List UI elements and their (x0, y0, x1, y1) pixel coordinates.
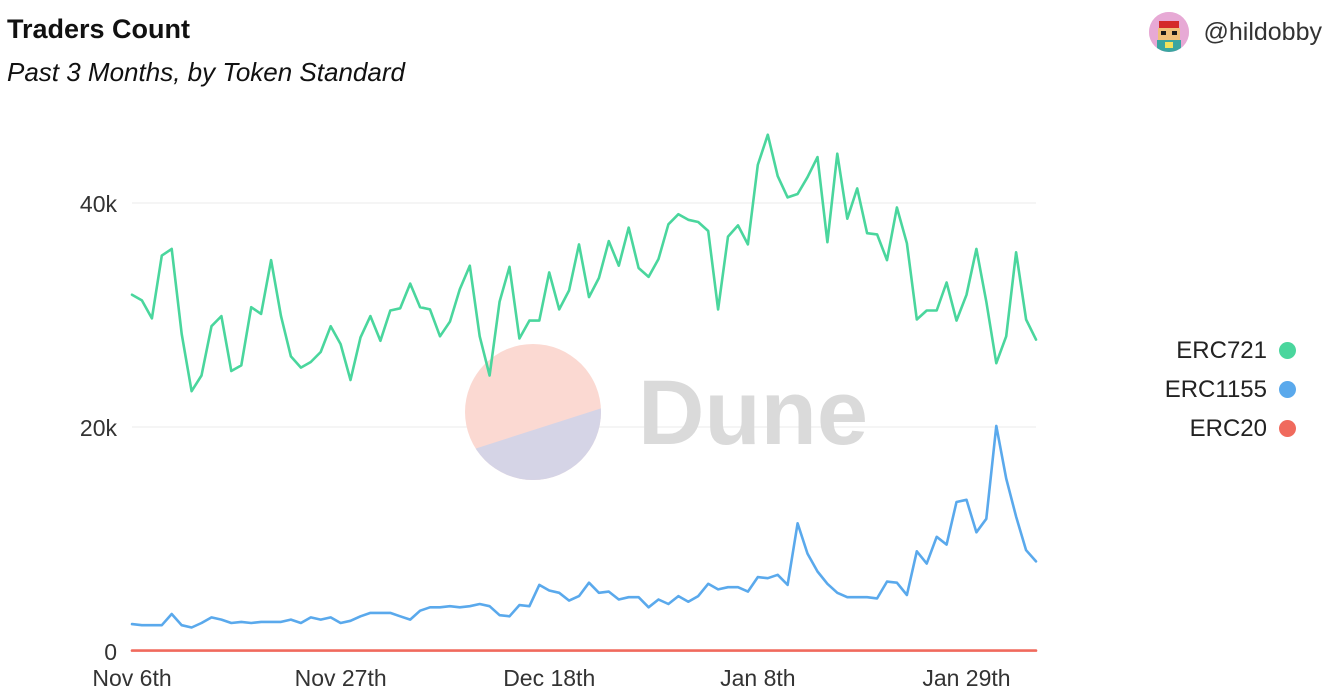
avatar-pixel-icon (1149, 12, 1190, 52)
dune-watermark: Dune (465, 344, 868, 480)
legend: ERC721 ERC1155 ERC20 (1165, 337, 1296, 442)
x-tick-label: Nov 27th (295, 665, 387, 690)
legend-dot-erc1155 (1279, 381, 1296, 398)
y-tick-label: 20k (80, 415, 118, 441)
series-lines (130, 133, 1038, 652)
chart-title: Traders Count (7, 14, 191, 44)
series-line-erc721 (130, 133, 1038, 393)
chart-subtitle: Past 3 Months, by Token Standard (7, 57, 405, 87)
legend-label: ERC20 (1189, 414, 1267, 442)
x-tick-label: Jan 29th (922, 665, 1010, 690)
legend-label: ERC1155 (1164, 375, 1267, 403)
legend-dot-erc20 (1279, 420, 1296, 437)
author-badge[interactable]: @hildobby (1149, 12, 1322, 52)
x-tick-label: Dec 18th (503, 665, 595, 690)
author-handle[interactable]: @hildobby (1203, 17, 1322, 46)
axes: 0 20k 40k Nov 6th Nov 27th Dec 18th Jan 8th Jan… (80, 191, 1011, 690)
x-tick-label: Nov 6th (92, 665, 171, 690)
series-line-erc1155 (130, 424, 1038, 629)
x-tick-label: Jan 8th (720, 665, 795, 690)
legend-label: ERC721 (1176, 336, 1267, 364)
legend-item-erc20[interactable]: ERC20 (1190, 415, 1296, 442)
y-tick-label: 40k (80, 191, 118, 217)
legend-dot-erc721 (1279, 342, 1296, 359)
watermark-text: Dune (638, 362, 868, 464)
legend-item-erc1155[interactable]: ERC1155 (1165, 376, 1296, 403)
dune-logo-icon (465, 344, 601, 480)
avatar[interactable] (1149, 12, 1190, 52)
y-tick-label: 0 (104, 639, 117, 665)
legend-item-erc721[interactable]: ERC721 (1176, 337, 1296, 364)
